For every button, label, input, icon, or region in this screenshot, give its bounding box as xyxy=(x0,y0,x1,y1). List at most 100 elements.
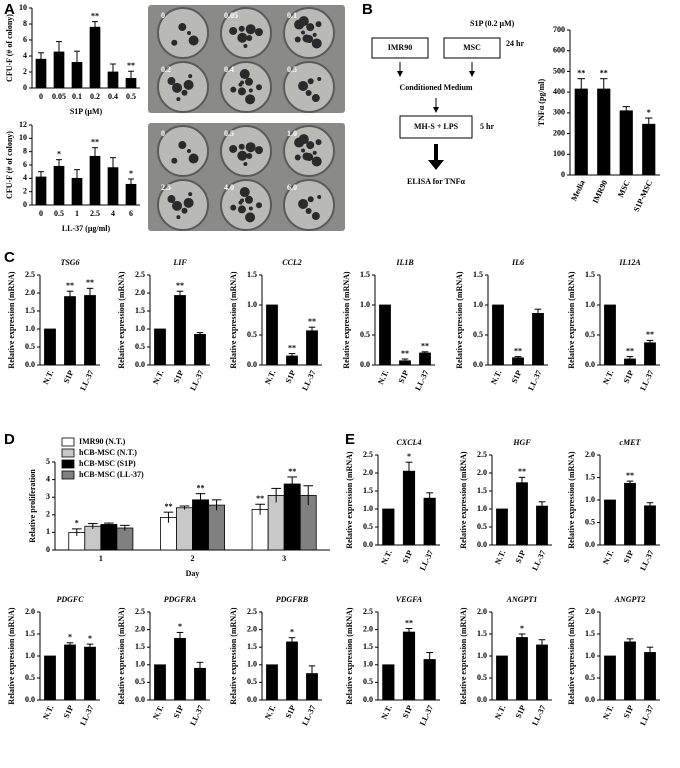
y-tick-label: 0.0 xyxy=(477,540,487,549)
y-tick-label: 1.0 xyxy=(473,300,483,309)
x-tick-label: 0.1 xyxy=(72,92,82,101)
significance: * xyxy=(647,108,651,117)
x-tick-label: LL-37 xyxy=(638,549,655,572)
bar xyxy=(89,26,101,89)
y-tick-label: 3 xyxy=(46,492,50,501)
y-tick-label: 2 xyxy=(23,186,27,195)
chart-title: PDGFRB xyxy=(276,595,309,604)
x-tick-label: LL-37 xyxy=(300,704,317,727)
y-tick-label: 0.5 xyxy=(25,342,35,351)
x-tick-label: MSC xyxy=(616,179,632,199)
significance: ** xyxy=(91,137,99,146)
bar xyxy=(84,646,96,701)
bar xyxy=(604,655,616,701)
y-tick-label: 700 xyxy=(553,25,565,34)
colony xyxy=(254,146,263,155)
well-label: 0.05 xyxy=(224,11,238,20)
colony xyxy=(245,24,256,35)
y-tick-label: 0.5 xyxy=(585,673,595,682)
x-tick-label: 3 xyxy=(282,554,286,563)
y-tick-label: 0.0 xyxy=(585,360,595,369)
colony xyxy=(176,97,181,102)
y-tick-label: 2.0 xyxy=(135,288,145,297)
chart-title: VEGFA xyxy=(396,595,423,604)
significance: ** xyxy=(626,346,634,355)
y-tick-label: 1.0 xyxy=(360,300,370,309)
bar xyxy=(44,655,56,701)
x-tick-label: 0 xyxy=(39,92,43,101)
significance: ** xyxy=(197,484,205,493)
y-tick-label: 0.5 xyxy=(363,677,373,686)
bar xyxy=(176,507,193,551)
x-tick-label: N.T. xyxy=(151,704,165,721)
bar xyxy=(402,631,416,701)
significance: ** xyxy=(308,317,316,326)
y-tick-label: 0.5 xyxy=(585,330,595,339)
x-tick-label: 0.05 xyxy=(52,92,66,101)
box xyxy=(371,37,429,59)
x-tick-label: LL-37 xyxy=(638,704,655,727)
bar xyxy=(283,483,301,551)
significance: ** xyxy=(577,69,585,78)
well-label: 0 xyxy=(161,129,165,138)
y-tick-label: 1.0 xyxy=(585,495,595,504)
colony xyxy=(307,78,314,85)
bar xyxy=(154,664,166,701)
colony xyxy=(172,82,183,93)
bar xyxy=(516,482,528,546)
bar xyxy=(644,505,656,546)
legend-swatch xyxy=(61,470,75,480)
step: ELISA for TNFα xyxy=(407,177,465,186)
colony xyxy=(244,77,253,86)
y-tick-label: 200 xyxy=(553,128,565,137)
colony xyxy=(230,204,237,211)
significance: ** xyxy=(600,69,608,78)
y-tick-label: 2.0 xyxy=(585,450,595,459)
colony xyxy=(301,148,306,153)
chart-title: PDGFC xyxy=(56,595,84,604)
x-tick-label: 0.4 xyxy=(108,92,118,101)
colony xyxy=(255,84,262,91)
x-tick-label: N.T. xyxy=(376,369,390,386)
bar xyxy=(174,295,186,366)
y-tick-label: 2.5 xyxy=(363,607,373,616)
bar xyxy=(382,508,395,546)
significance: ** xyxy=(164,502,172,511)
colony xyxy=(255,202,262,209)
y-tick-label: 5 xyxy=(46,457,50,466)
well-label: 0.5 xyxy=(224,129,234,138)
bar xyxy=(64,296,76,366)
significance: ** xyxy=(518,467,526,476)
bar xyxy=(251,509,269,551)
bar xyxy=(536,505,548,546)
y-tick-label: 1.0 xyxy=(247,300,257,309)
well-label: 6.0 xyxy=(287,183,297,192)
well xyxy=(157,125,209,177)
x-tick-label: N.T. xyxy=(489,369,503,386)
chart-title: HGF xyxy=(512,438,531,447)
chart-title: CXCL4 xyxy=(397,438,422,447)
bar xyxy=(423,497,436,546)
well-label: 0 xyxy=(161,11,165,20)
y-tick-label: 0.0 xyxy=(585,695,595,704)
colony xyxy=(230,86,237,93)
colony xyxy=(298,198,309,209)
y-axis-title: Relative expression (mRNA) xyxy=(455,271,464,369)
bar xyxy=(597,88,611,176)
well-label: 0.4 xyxy=(224,65,234,74)
legend-swatch xyxy=(61,437,75,447)
y-tick-label: 0.5 xyxy=(477,673,487,682)
y-tick-label: 4 xyxy=(23,173,27,182)
y-tick-label: 2.0 xyxy=(477,607,487,616)
y-axis-title: Relative expression (mRNA) xyxy=(342,271,351,369)
y-tick-label: 0.0 xyxy=(247,360,257,369)
y-tick-label: 1.0 xyxy=(477,504,487,513)
colony xyxy=(237,87,246,96)
y-tick-label: 1.5 xyxy=(25,306,35,315)
colony xyxy=(305,89,312,96)
x-tick-label: S1P xyxy=(397,369,411,385)
y-tick-label: 1.5 xyxy=(363,642,373,651)
y-tick-label: 1.0 xyxy=(477,651,487,660)
bar xyxy=(516,637,528,701)
well-label: 2.5 xyxy=(161,183,171,192)
